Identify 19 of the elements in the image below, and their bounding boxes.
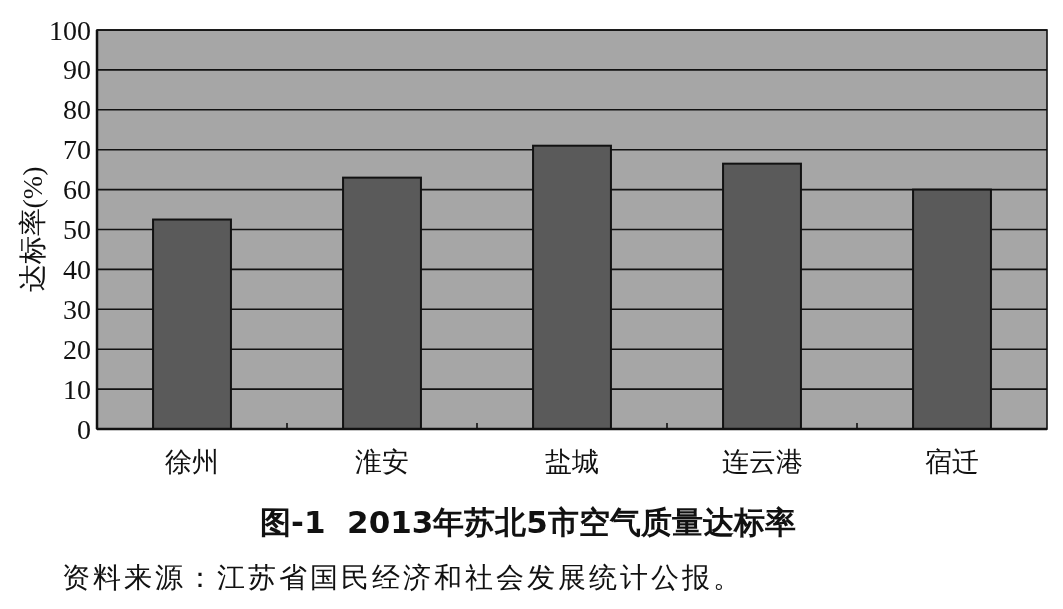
y-tick-label: 100 (49, 14, 91, 46)
text: 图-1 2013年苏北5市空气质量达标率 (260, 504, 796, 540)
x-tick-label: 连云港 (721, 447, 803, 477)
y-tick-label: 10 (63, 373, 91, 405)
y-tick-label: 90 (63, 54, 91, 86)
y-tick-label: 80 (63, 94, 91, 126)
y-axis-title: 达标率(%) (16, 166, 48, 293)
y-tick-label: 30 (63, 293, 91, 325)
text: 资料来源：江苏省国民经济和社会发展统计公报。 (62, 561, 744, 593)
x-tick-label: 盐城 (545, 447, 599, 477)
y-tick-label: 40 (63, 253, 91, 285)
x-tick-label: 宿迁 (925, 447, 979, 477)
x-tick-label: 徐州 (165, 447, 219, 477)
y-tick-label: 60 (63, 174, 91, 206)
y-tick-label: 50 (63, 214, 91, 245)
x-tick-label: 淮安 (355, 447, 409, 477)
y-tick-label: 70 (63, 134, 91, 166)
y-tick-label: 0 (77, 413, 91, 445)
y-tick-label: 20 (63, 333, 91, 365)
